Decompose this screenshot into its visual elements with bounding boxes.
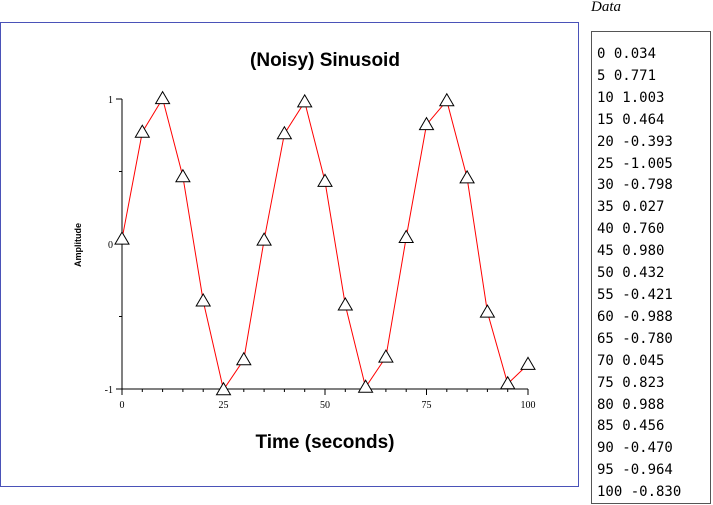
x-tick-label: 25 bbox=[219, 400, 229, 411]
data-point-marker bbox=[276, 125, 293, 140]
x-tick-label: 100 bbox=[521, 400, 536, 411]
data-line: 70 0.045 bbox=[597, 352, 665, 369]
data-line: 40 0.760 bbox=[597, 221, 665, 238]
data-line: 30 -0.798 bbox=[597, 177, 673, 194]
data-caption: Data bbox=[591, 0, 621, 15]
y-tick-label: 1 bbox=[108, 95, 113, 106]
data-line: 45 0.980 bbox=[597, 243, 665, 260]
data-point-marker bbox=[215, 381, 232, 396]
data-point-marker bbox=[256, 232, 272, 246]
data-line: 0 0.034 bbox=[597, 46, 657, 62]
data-line: 100 -0.830 bbox=[597, 484, 682, 501]
y-tick-label: 0 bbox=[108, 240, 113, 251]
data-line: 20 -0.393 bbox=[597, 133, 673, 150]
data-point-marker bbox=[357, 379, 374, 393]
data-line: 10 1.003 bbox=[597, 89, 665, 106]
data-point-marker bbox=[337, 297, 354, 311]
y-tick-label: -1 bbox=[105, 385, 113, 396]
data-line: 90 -0.470 bbox=[597, 440, 673, 457]
data-line: 50 0.432 bbox=[597, 265, 665, 282]
data-point-marker bbox=[134, 124, 151, 138]
y-axis-label: Amplitude bbox=[73, 223, 83, 267]
data-point-marker bbox=[499, 375, 516, 390]
x-tick-label: 50 bbox=[320, 400, 330, 411]
data-point-marker bbox=[175, 168, 191, 183]
data-point-marker bbox=[418, 116, 435, 131]
sinusoid-chart: (Noisy) Sinusoid 0 25 50 75 100 -1 0 1 Time (seco… bbox=[73, 50, 536, 453]
x-axis-label: Time (seconds) bbox=[255, 432, 394, 453]
data-point-marker bbox=[317, 173, 333, 187]
data-line: 80 0.988 bbox=[597, 396, 665, 413]
x-tick-label: 0 bbox=[120, 400, 125, 411]
data-point-marker bbox=[398, 229, 415, 243]
data-point-marker bbox=[195, 292, 212, 307]
data-line: 15 0.464 bbox=[597, 111, 665, 128]
data-line: 60 -0.988 bbox=[597, 308, 673, 325]
data-point-marker bbox=[479, 304, 496, 318]
data-line: 65 -0.780 bbox=[597, 330, 673, 347]
data-point-marker bbox=[154, 90, 171, 105]
plot-panel: (Noisy) Sinusoid 0 25 50 75 100 -1 0 1 Time (seco… bbox=[0, 22, 579, 487]
data-listing: 0 0.034 5 0.771 10 1.003 15 0.464 20 -0.393 2… bbox=[591, 31, 711, 504]
data-line: 75 0.823 bbox=[597, 374, 665, 391]
data-point-marker bbox=[520, 356, 536, 370]
x-tick-label: 75 bbox=[422, 400, 432, 411]
data-line: 85 0.456 bbox=[597, 418, 665, 435]
data-point-marker bbox=[438, 92, 455, 107]
data-point-marker bbox=[459, 169, 475, 184]
series-line bbox=[121, 97, 529, 391]
data-point-marker bbox=[296, 93, 313, 108]
data-line: 55 -0.421 bbox=[597, 286, 673, 303]
data-line: 95 -0.964 bbox=[597, 462, 673, 479]
data-line: 5 0.771 bbox=[597, 67, 657, 84]
data-line: 35 0.027 bbox=[597, 199, 665, 216]
chart-title: (Noisy) Sinusoid bbox=[250, 50, 400, 71]
data-point-marker bbox=[378, 349, 394, 363]
data-point-marker bbox=[235, 351, 252, 366]
data-line: 25 -1.005 bbox=[597, 155, 673, 172]
data-point-marker bbox=[114, 231, 130, 245]
